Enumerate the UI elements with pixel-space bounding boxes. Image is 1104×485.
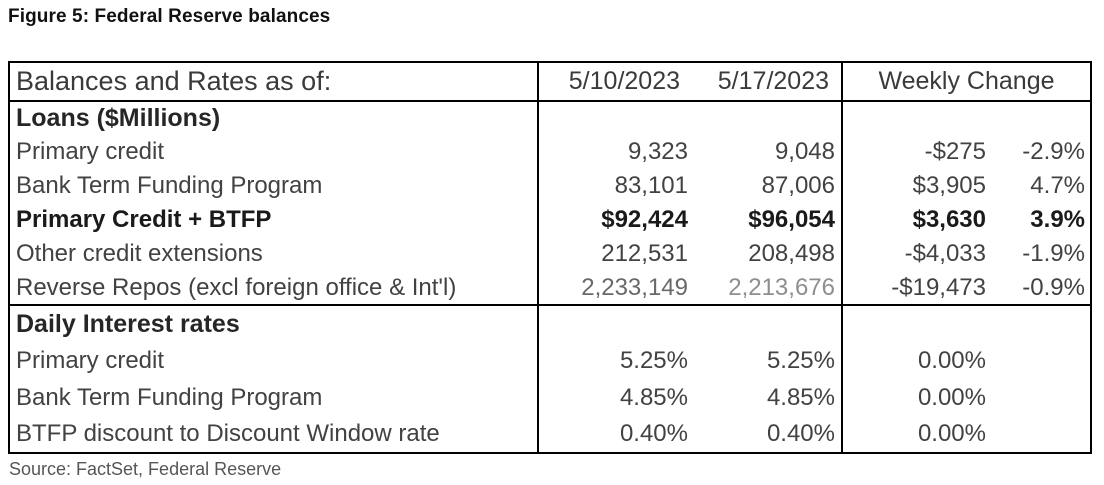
cell-chg: -$19,473 [891,273,986,301]
cell-chg: 0.00% [917,383,986,411]
table-header-row: Balances and Rates as of: 5/10/2023 5/17… [9,62,1091,102]
cell-v1: 5.25% [619,346,688,374]
cell-v2 [696,101,843,135]
cell-v2: 2,213,676 [696,271,843,305]
table-row: Primary Credit + BTFP $92,424 $96,054 $3,63… [9,203,1091,237]
table-row: BTFP discount to Discount Window rate 0.4… [9,416,1091,453]
table-body: Loans ($Millions) Primary credit 9,323 9,04… [9,101,1091,453]
cell-v1: 83,101 [614,172,688,199]
cell-label: BTFP discount to Discount Window rate [9,416,539,453]
cell-label: Other credit extensions [9,237,539,271]
table-row: Bank Term Funding Program 83,101 87,006 $3,… [9,169,1091,203]
header-label: Balances and Rates as of: [9,62,539,102]
table-row: Primary credit 5.25% 5.25% 0.00% [9,342,1091,379]
cell-label: Reverse Repos (excl foreign office & Int… [9,271,539,305]
cell-pct: -2.9% [1022,138,1085,165]
cell-v1: 212,531 [601,240,688,267]
cell-label: Primary credit [9,342,539,379]
cell-chg [842,101,992,135]
cell-pct [992,101,1091,135]
cell-v2: 9,048 [696,135,843,169]
cell-label: Daily Interest rates [9,305,539,342]
cell-v1: 9,323 [627,138,688,165]
cell-v1: $92,424 [601,206,688,233]
section-row: Loans ($Millions) [9,101,1091,135]
cell-pct: 3.9% [1030,206,1085,233]
cell-label: Bank Term Funding Program [9,169,539,203]
cell-pct [992,416,1091,453]
section-row: Daily Interest rates [9,305,1091,342]
cell-chg: $3,630 [912,206,986,233]
header-date-2: 5/17/2023 [696,62,843,102]
cell-v2: 0.40% [696,416,843,453]
cell-v1: 0.40% [619,420,688,447]
cell-label: Bank Term Funding Program [9,379,539,416]
cell-pct [992,379,1091,416]
cell-v2: 87,006 [696,169,843,203]
cell-pct [992,305,1091,342]
cell-pct: -1.9% [1022,240,1085,267]
cell-chg: 0.00% [917,420,986,447]
cell-v1: 2,233,149 [581,273,688,301]
figure-title: Figure 5: Federal Reserve balances [8,6,331,27]
cell-v1 [538,101,696,135]
cell-v1 [538,305,696,342]
source-note: Source: FactSet, Federal Reserve [9,459,282,479]
cell-chg: 0.00% [917,346,986,374]
balances-table: Balances and Rates as of: 5/10/2023 5/17… [8,61,1092,454]
header-weekly-change: Weekly Change [842,62,1091,102]
table-row: Reverse Repos (excl foreign office & Int… [9,271,1091,305]
cell-v2: $96,054 [696,203,843,237]
cell-label: Primary Credit + BTFP [9,203,539,237]
cell-v2: 5.25% [696,342,843,379]
cell-pct: -0.9% [1022,273,1085,301]
table-row: Other credit extensions 212,531 208,498 -$4… [9,237,1091,271]
table-row: Bank Term Funding Program 4.85% 4.85% 0.00% [9,379,1091,416]
table-row: Primary credit 9,323 9,048 -$275 -2.9% [9,135,1091,169]
cell-pct: 4.7% [1030,172,1085,199]
cell-label: Primary credit [9,135,539,169]
header-date-1: 5/10/2023 [538,62,696,102]
cell-chg: -$4,033 [904,240,986,267]
cell-label: Loans ($Millions) [9,101,539,135]
cell-v1: 4.85% [619,383,688,411]
cell-v2: 208,498 [696,237,843,271]
cell-chg: $3,905 [912,172,986,199]
cell-v2 [696,305,843,342]
cell-chg: -$275 [924,138,986,165]
cell-pct [992,342,1091,379]
cell-chg [842,305,992,342]
cell-v2: 4.85% [696,379,843,416]
